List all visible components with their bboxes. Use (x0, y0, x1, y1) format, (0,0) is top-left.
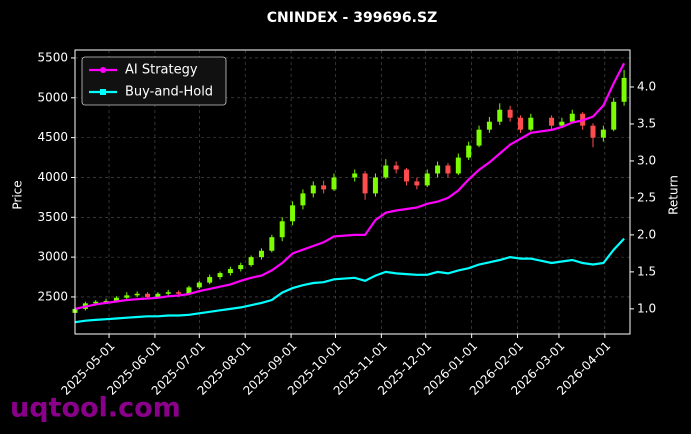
y2-tick-label: 3.0 (637, 153, 656, 167)
y2-tick-label: 3.5 (637, 116, 656, 130)
candle-body (331, 177, 337, 190)
candle-body (113, 297, 119, 301)
candle-body (248, 257, 254, 266)
candle-body (186, 287, 192, 294)
candle-body (352, 173, 358, 178)
candle-body (507, 109, 513, 118)
candle-body (217, 273, 223, 278)
y2-tick-label: 2.0 (637, 227, 656, 241)
candle-body (621, 77, 627, 102)
legend-label: AI Strategy (125, 63, 198, 78)
candle-body (435, 165, 441, 174)
y-tick-label: 3000 (37, 250, 68, 264)
candle-body (310, 185, 316, 194)
candle-body (103, 300, 109, 302)
candle-body (145, 293, 151, 297)
candle-body (207, 277, 213, 283)
y-tick-label: 5000 (37, 90, 68, 104)
candle-body (227, 269, 233, 274)
candle-body (455, 157, 461, 174)
candle-body (600, 129, 606, 138)
candle-body (424, 173, 430, 186)
candle-body (497, 109, 503, 122)
y2-axis-label: Return (667, 175, 681, 215)
candle-body (196, 282, 202, 288)
candle-body (258, 250, 264, 258)
candle-body (362, 173, 368, 194)
candle-body (590, 125, 596, 138)
y-tick-label: 3500 (37, 210, 68, 224)
legend-box (81, 56, 227, 106)
candle-body (124, 295, 130, 298)
candle-body (238, 265, 244, 270)
candle-body (445, 165, 451, 174)
candle-body (528, 117, 534, 130)
candle-body (155, 293, 161, 297)
y-tick-label: 2500 (37, 289, 68, 303)
candle-body (165, 292, 171, 294)
candle-body (517, 117, 523, 130)
watermark: uqtool.com (10, 393, 181, 424)
chart-title: CNINDEX - 399696.SZ (267, 10, 437, 26)
legend-marker (100, 89, 106, 95)
candle-body (549, 117, 555, 126)
y-tick-label: 4000 (37, 170, 68, 184)
candle-body (176, 292, 182, 294)
y2-tick-label: 4.0 (637, 79, 656, 93)
candle-body (372, 177, 378, 194)
legend-label: Buy-and-Hold (125, 85, 213, 100)
y2-tick-label: 1.5 (637, 264, 656, 278)
plot-frame (74, 49, 631, 335)
candle-body (414, 181, 420, 186)
y2-tick-label: 1.0 (637, 301, 656, 315)
series-line (74, 237, 625, 324)
candle-body (134, 293, 140, 296)
candle-body (321, 185, 327, 190)
candle-body (466, 145, 472, 158)
y-tick-label: 4500 (37, 130, 68, 144)
candle-body (559, 121, 565, 126)
candle-body (279, 221, 285, 238)
y-tick-label: 5500 (37, 50, 68, 64)
y2-tick-label: 2.5 (637, 190, 656, 204)
candle-body (486, 121, 492, 130)
y-axis-label: Price (11, 180, 25, 209)
candle-body (269, 237, 275, 251)
candle-body (300, 193, 306, 206)
candle-body (569, 113, 575, 122)
candle-body (476, 129, 482, 146)
legend: AI Strategy Buy-and-Hold (81, 56, 227, 106)
candle-body (393, 165, 399, 170)
candle-body (404, 169, 410, 182)
candle-body (93, 301, 99, 304)
candle-body (611, 101, 617, 130)
legend-marker (100, 67, 106, 73)
candle-body (290, 205, 296, 222)
candle-body (383, 165, 389, 178)
series-line (74, 62, 626, 310)
